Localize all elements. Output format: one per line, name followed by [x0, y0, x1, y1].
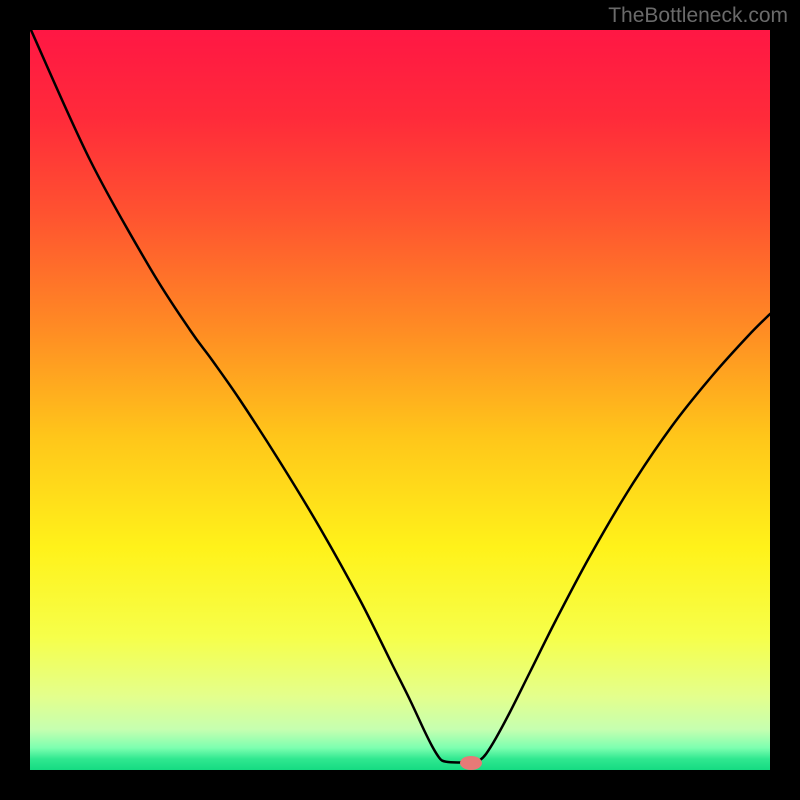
plot-background — [30, 30, 770, 770]
chart-container: TheBottleneck.com — [0, 0, 800, 800]
bottleneck-chart — [0, 0, 800, 800]
optimal-point-marker — [460, 756, 482, 770]
